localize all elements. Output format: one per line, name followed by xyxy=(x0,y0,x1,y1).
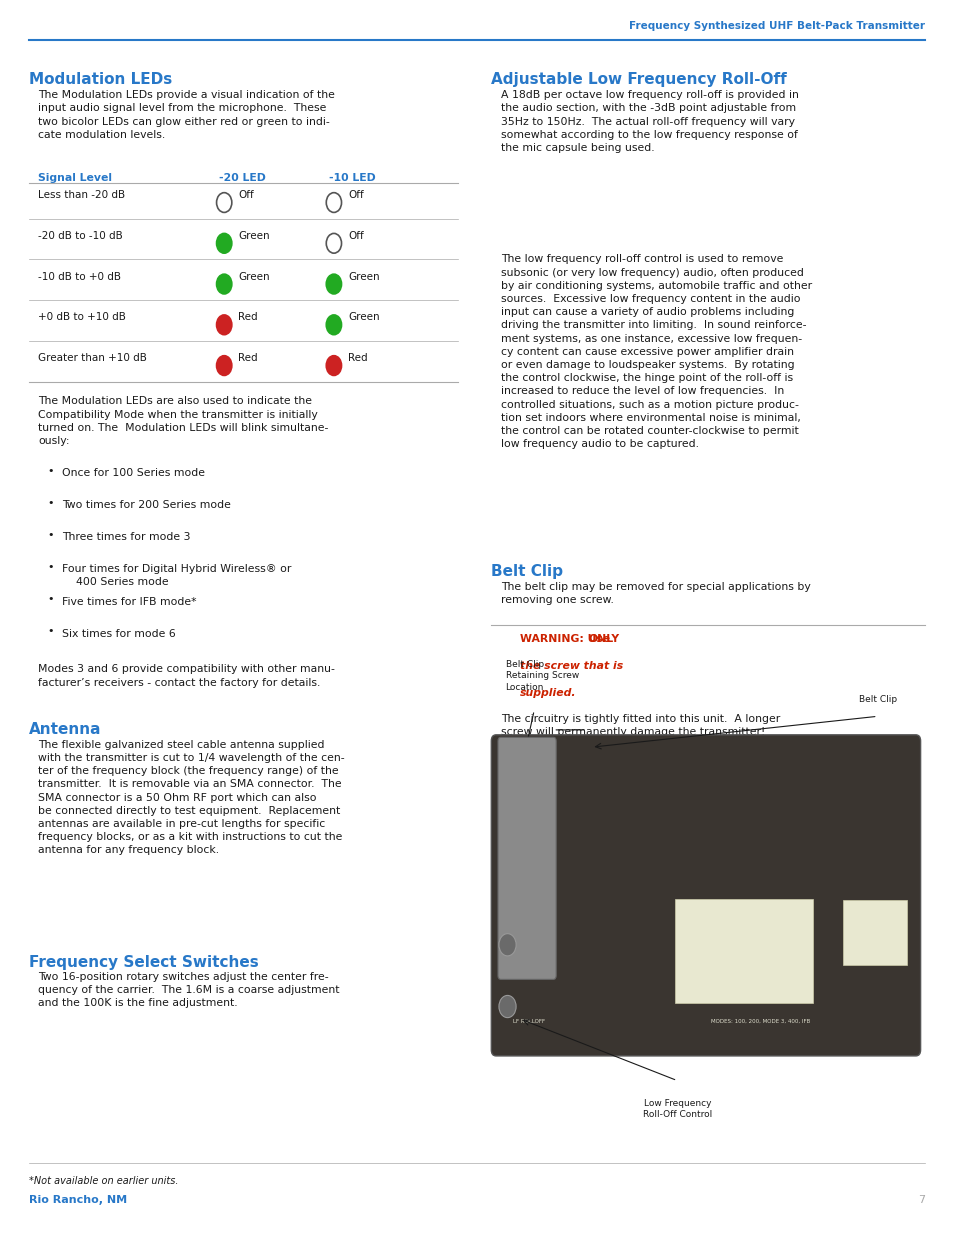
Text: Belt Clip
Retaining Screw
Location: Belt Clip Retaining Screw Location xyxy=(505,661,578,692)
Text: The low frequency roll-off control is used to remove
subsonic (or very low frequ: The low frequency roll-off control is us… xyxy=(500,254,811,450)
Text: Red: Red xyxy=(238,312,258,322)
FancyBboxPatch shape xyxy=(842,900,906,965)
Text: Frequency Select Switches: Frequency Select Switches xyxy=(29,955,258,969)
Text: A 18dB per octave low frequency roll-off is provided in
the audio section, with : A 18dB per octave low frequency roll-off… xyxy=(500,90,798,153)
Text: Off: Off xyxy=(238,190,254,200)
Text: Made in U.S.A.: Made in U.S.A. xyxy=(686,944,732,948)
Text: Belt Clip: Belt Clip xyxy=(858,695,896,704)
Text: •: • xyxy=(48,562,54,572)
Circle shape xyxy=(216,315,232,335)
Text: The circuitry is tightly fitted into this unit.  A longer
screw will permanently: The circuitry is tightly fitted into thi… xyxy=(500,714,780,737)
Text: WARNING: Use: WARNING: Use xyxy=(519,634,613,643)
Circle shape xyxy=(498,995,516,1018)
Text: Belt Clip: Belt Clip xyxy=(491,564,562,579)
Text: Green: Green xyxy=(238,231,270,241)
Text: Adjustable Low Frequency Roll-Off: Adjustable Low Frequency Roll-Off xyxy=(491,72,786,86)
Text: supplied.: supplied. xyxy=(519,688,576,698)
Circle shape xyxy=(326,356,341,375)
Text: Less than -20 dB: Less than -20 dB xyxy=(38,190,125,200)
Text: Green: Green xyxy=(348,312,379,322)
Text: Lectrosonics, Inc.: Lectrosonics, Inc. xyxy=(686,929,740,934)
Text: Six times for mode 6: Six times for mode 6 xyxy=(62,629,175,638)
Text: •: • xyxy=(48,530,54,540)
Text: •: • xyxy=(48,594,54,604)
FancyBboxPatch shape xyxy=(491,735,920,1056)
Text: Four times for Digital Hybrid Wireless® or
    400 Series mode: Four times for Digital Hybrid Wireless® … xyxy=(62,564,291,587)
Text: Greater than +10 dB: Greater than +10 dB xyxy=(38,353,147,363)
Text: Five times for IFB mode*: Five times for IFB mode* xyxy=(62,597,196,606)
Text: -10 dB to +0 dB: -10 dB to +0 dB xyxy=(38,272,121,282)
Text: Green: Green xyxy=(238,272,270,282)
Text: Low Frequency
Roll-Off Control: Low Frequency Roll-Off Control xyxy=(642,1099,711,1119)
Text: SN: SN xyxy=(845,908,854,913)
Text: The belt clip may be removed for special applications by
removing one screw.: The belt clip may be removed for special… xyxy=(500,582,810,605)
FancyBboxPatch shape xyxy=(675,899,812,1003)
Text: +0 dB to +10 dB: +0 dB to +10 dB xyxy=(38,312,126,322)
Text: •: • xyxy=(48,498,54,508)
Circle shape xyxy=(326,315,341,335)
Text: The Modulation LEDs provide a visual indication of the
input audio signal level : The Modulation LEDs provide a visual ind… xyxy=(38,90,335,140)
Text: Two times for 200 Series mode: Two times for 200 Series mode xyxy=(62,500,231,510)
FancyBboxPatch shape xyxy=(497,737,556,979)
Text: •: • xyxy=(48,466,54,475)
Text: Modulation LEDs: Modulation LEDs xyxy=(29,72,172,86)
Text: Green: Green xyxy=(348,272,379,282)
Circle shape xyxy=(326,274,341,294)
Text: •: • xyxy=(48,626,54,636)
Text: Off: Off xyxy=(348,190,364,200)
Text: Rio Rancho, NM: Rio Rancho, NM xyxy=(29,1195,127,1205)
Circle shape xyxy=(216,274,232,294)
Text: Signal Level: Signal Level xyxy=(38,173,112,183)
Circle shape xyxy=(498,934,516,956)
Circle shape xyxy=(216,233,232,253)
Text: Once for 100 Series mode: Once for 100 Series mode xyxy=(62,468,205,478)
Text: LF ROLLOFF: LF ROLLOFF xyxy=(513,1019,545,1024)
Text: Modes 3 and 6 provide compatibility with other manu-
facturer’s receivers - cont: Modes 3 and 6 provide compatibility with… xyxy=(38,664,335,688)
Circle shape xyxy=(216,356,232,375)
Text: Two 16-position rotary switches adjust the center fre-
quency of the carrier.  T: Two 16-position rotary switches adjust t… xyxy=(38,972,339,1008)
Text: ONLY: ONLY xyxy=(588,634,619,643)
Text: FCC ID: DBZUM450: FCC ID: DBZUM450 xyxy=(686,914,746,919)
Text: Red: Red xyxy=(348,353,368,363)
Text: Three times for mode 3: Three times for mode 3 xyxy=(62,532,191,542)
Text: Frequency Synthesized UHF Belt-Pack Transmitter: Frequency Synthesized UHF Belt-Pack Tran… xyxy=(629,21,924,31)
Text: -10 LED: -10 LED xyxy=(329,173,375,183)
Text: MODES: 100, 200, MODE 3, 400, IFB: MODES: 100, 200, MODE 3, 400, IFB xyxy=(710,1019,809,1024)
Text: The Modulation LEDs are also used to indicate the
Compatibility Mode when the tr: The Modulation LEDs are also used to ind… xyxy=(38,396,328,446)
Text: P403: P403 xyxy=(845,923,862,929)
Text: *Not available on earlier units.: *Not available on earlier units. xyxy=(29,1176,178,1186)
Text: -20 dB to -10 dB: -20 dB to -10 dB xyxy=(38,231,123,241)
Text: Off: Off xyxy=(348,231,364,241)
Text: 7: 7 xyxy=(918,1195,924,1205)
Text: Red: Red xyxy=(238,353,258,363)
Text: -20 LED: -20 LED xyxy=(219,173,266,183)
Text: The flexible galvanized steel cable antenna supplied
with the transmitter is cut: The flexible galvanized steel cable ante… xyxy=(38,740,344,856)
Text: the screw that is: the screw that is xyxy=(519,661,622,671)
Text: Antenna: Antenna xyxy=(29,722,101,737)
